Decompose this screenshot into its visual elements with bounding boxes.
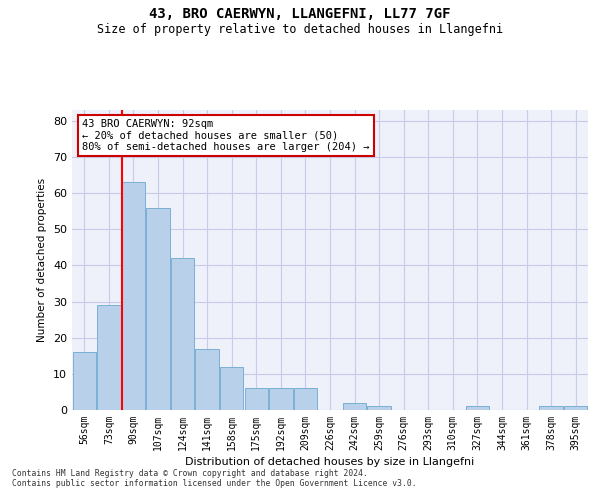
Bar — [73, 352, 96, 410]
Bar — [367, 406, 391, 410]
Bar — [97, 305, 121, 410]
Y-axis label: Number of detached properties: Number of detached properties — [37, 178, 47, 342]
Text: Size of property relative to detached houses in Llangefni: Size of property relative to detached ho… — [97, 22, 503, 36]
Bar — [171, 258, 194, 410]
Bar — [539, 406, 563, 410]
Bar — [343, 403, 366, 410]
Bar — [122, 182, 145, 410]
Text: Contains HM Land Registry data © Crown copyright and database right 2024.: Contains HM Land Registry data © Crown c… — [12, 468, 368, 477]
Bar — [220, 366, 244, 410]
X-axis label: Distribution of detached houses by size in Llangefni: Distribution of detached houses by size … — [185, 457, 475, 467]
Bar — [245, 388, 268, 410]
Text: 43, BRO CAERWYN, LLANGEFNI, LL77 7GF: 43, BRO CAERWYN, LLANGEFNI, LL77 7GF — [149, 8, 451, 22]
Bar — [196, 348, 219, 410]
Bar — [294, 388, 317, 410]
Bar — [466, 406, 489, 410]
Bar — [564, 406, 587, 410]
Bar — [146, 208, 170, 410]
Text: 43 BRO CAERWYN: 92sqm
← 20% of detached houses are smaller (50)
80% of semi-deta: 43 BRO CAERWYN: 92sqm ← 20% of detached … — [82, 119, 370, 152]
Text: Contains public sector information licensed under the Open Government Licence v3: Contains public sector information licen… — [12, 478, 416, 488]
Bar — [269, 388, 293, 410]
